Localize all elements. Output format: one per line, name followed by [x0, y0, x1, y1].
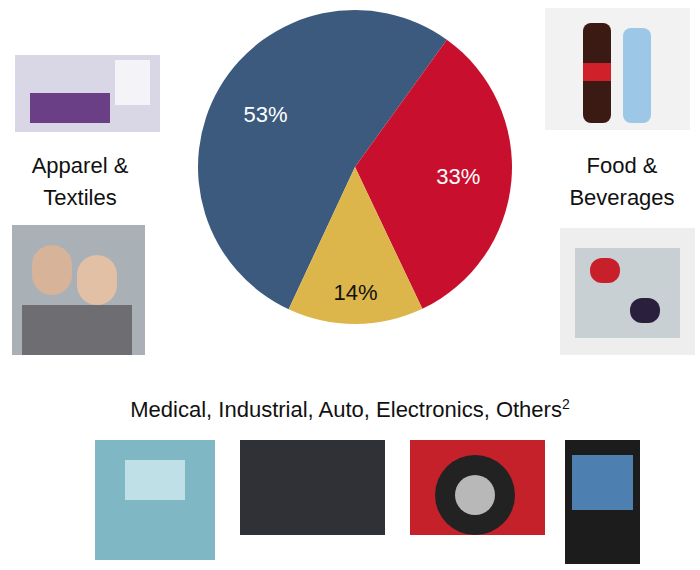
- svg-text:53%: 53%: [244, 102, 288, 127]
- html-text:Food & Beverages: Food & Beverages: [569, 153, 675, 210]
- html-text:Apparel & Textiles: Apparel & Textiles: [31, 153, 129, 210]
- svg-text:14%: 14%: [333, 280, 377, 305]
- html-text:Medical, Industrial, Auto, Ele: Medical, Industrial, Auto, Electronics, …: [130, 396, 570, 423]
- svg-text:33%: 33%: [436, 164, 480, 189]
